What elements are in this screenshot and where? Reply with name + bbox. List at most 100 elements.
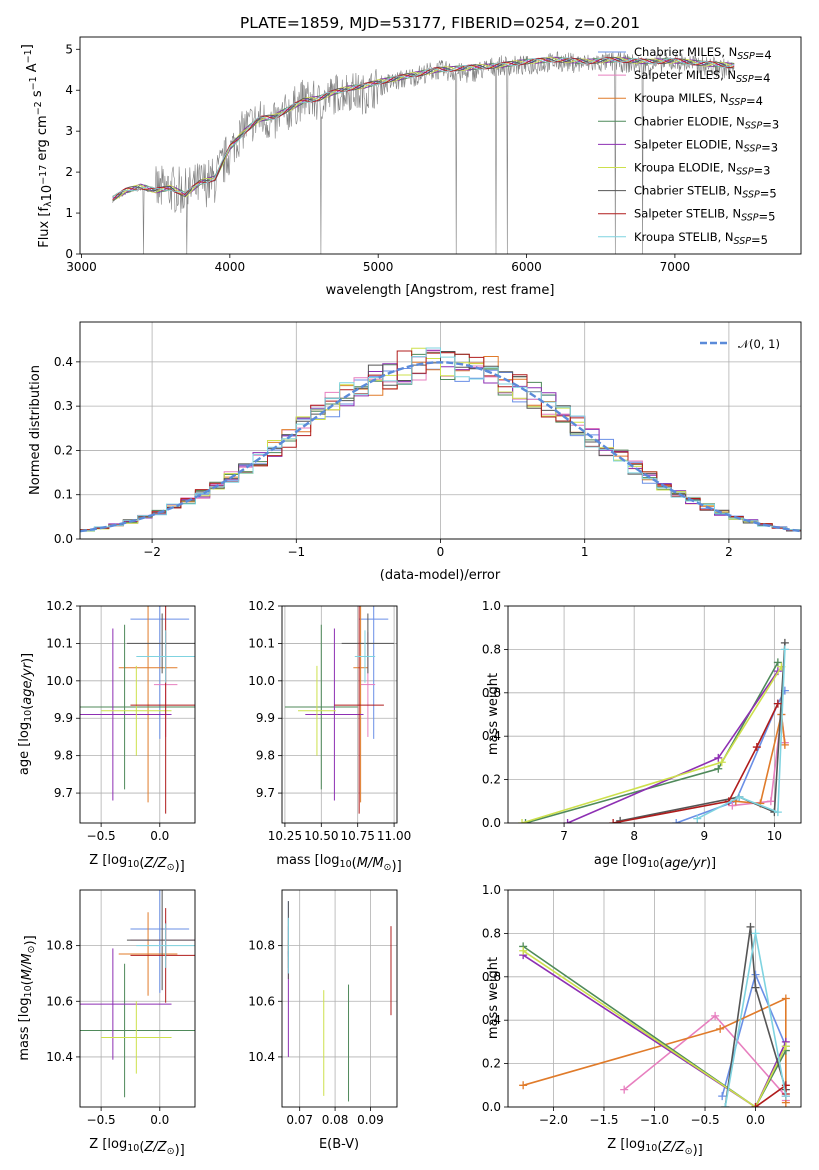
mass-weight-marker [746, 922, 755, 931]
label-part: mass [log [17, 997, 32, 1060]
x-tick-label: −1 [287, 545, 305, 559]
label-part: )] [20, 653, 35, 663]
label-part: SSP [734, 236, 752, 247]
y-tick-label: 0.6 [482, 686, 501, 700]
label-part: )] [23, 935, 38, 945]
y-tick-label: 0.0 [54, 532, 73, 546]
mass-weight-marker [766, 797, 775, 806]
x-tick-label: 0.0 [150, 829, 169, 843]
gaussian-curve [80, 361, 801, 533]
mass-weight-marker [714, 753, 723, 762]
label-part: ⊙ [167, 862, 175, 873]
x-tick-label: 0.0 [150, 1113, 169, 1127]
x-tick-label: 11.00 [377, 829, 411, 843]
mass-weight-marker [521, 819, 530, 823]
x-tick-label: −1.5 [589, 1113, 618, 1127]
y-tick-label: 0.0 [482, 816, 501, 830]
label-part: Salpeter MILES, N [634, 68, 736, 82]
y-tick-label: 1.0 [482, 599, 501, 613]
mass-weight-line [724, 926, 787, 1107]
y-tick-label: 9.9 [54, 711, 73, 725]
y-tick-label: 0.3 [54, 399, 73, 413]
label-part: ( [659, 856, 664, 871]
mass-weight-line [525, 662, 779, 823]
y-tick-label: 9.8 [54, 749, 73, 763]
label-part: =4 [755, 48, 772, 62]
mass-weight-marker [751, 929, 760, 938]
plot-area [80, 606, 195, 814]
y-tick-label: 0.6 [482, 970, 501, 984]
label-part: Kroupa MILES, N [634, 91, 729, 105]
y-tick-label: 0.8 [482, 926, 501, 940]
x-tick-label: 5000 [363, 260, 394, 274]
x-tick-label: 2 [725, 545, 733, 559]
x-axis-label: Z [log10(Z/Z⊙)] [89, 853, 184, 874]
label-part: Flux [f [37, 207, 52, 248]
y-tick-label: 10.6 [46, 994, 73, 1008]
y-axis-label: age [log10(age/yr)] [17, 653, 35, 775]
x-axis-label: E(B-V) [319, 1137, 359, 1152]
y-tick-label: 1.0 [482, 883, 501, 897]
label-part: −2 [33, 101, 44, 115]
mass-weight-marker [752, 743, 761, 752]
mass-weight-marker [728, 801, 737, 810]
label-part: 10 [23, 710, 34, 722]
label-part: )] [175, 1143, 185, 1158]
label-part: Salpeter STELIB, N [634, 207, 741, 221]
x-axis-label: Z [log10(Z/Z⊙)] [607, 1137, 702, 1158]
label-part: Z [log [89, 1137, 127, 1152]
y-tick-label: 0.4 [482, 729, 501, 743]
mass-weight-marker [714, 764, 723, 773]
label-part: Z/Z [661, 1140, 685, 1155]
label-part: SSP [741, 213, 759, 224]
y-axis-label: mass weight [486, 957, 501, 1039]
y-tick-label: 0 [65, 247, 73, 261]
label-part: −1 [23, 49, 34, 63]
label-part: ] [20, 44, 35, 49]
label-part: Z/Z [143, 856, 167, 871]
label-part: M/M [20, 953, 35, 980]
y-tick-label: 0.2 [54, 443, 73, 457]
chart-mass_vs_Z: −0.5 0.010.410.610.8Z [log10(Z/Z⊙)]mass [… [17, 889, 196, 1158]
y-tick-label: 0.2 [482, 1057, 501, 1071]
x-tick-label: 0.0 [746, 1113, 765, 1127]
plot-area [519, 922, 790, 1107]
mass-weight-marker [780, 645, 789, 654]
label-part: Chabrier STELIB, N [634, 184, 742, 198]
label-part: =3 [761, 140, 778, 154]
y-axis-label: mass [log10(M/M⊙)] [17, 935, 38, 1060]
axes-frame [79, 36, 802, 255]
chart-mass_weight_vs_Z: −2.0 −1.5 −1.0 −0.5 0.0 0.0 0.2 0.4 0.6 0.8 1.0 Z [… [482, 883, 802, 1158]
label-part: Chabrier ELODIE, N [634, 114, 745, 128]
y-tick-label: 10.0 [46, 674, 73, 688]
label-part: age/yr [20, 661, 35, 704]
label-part: ⊙ [685, 1146, 693, 1157]
label-part: −17 [38, 165, 49, 185]
legend-entry: 𝒩(0, 1) [738, 337, 780, 351]
axes-frame [79, 605, 196, 824]
label-part: ⊙ [26, 946, 37, 954]
x-tick-label: 4000 [215, 260, 246, 274]
y-tick-label: 1 [65, 206, 73, 220]
mass-weight-marker [519, 946, 528, 955]
label-part: Z [log [607, 1137, 645, 1152]
x-tick-label: −0.5 [690, 1113, 719, 1127]
mass-weight-line [522, 950, 787, 1107]
x-tick-label: 10 [767, 829, 782, 843]
label-part: =5 [760, 187, 777, 201]
label-part: 10 [127, 859, 139, 870]
axes-frame [281, 605, 398, 824]
residual-histogram [80, 347, 801, 532]
model-spectrum-line [112, 57, 735, 198]
mass-weight-marker [781, 994, 790, 1003]
label-part: age [log [594, 853, 647, 868]
label-part: )] [175, 859, 185, 874]
x-tick-label: −0.5 [87, 1113, 116, 1127]
legend-entry: Chabrier MILES, NSSP=4 [634, 45, 772, 62]
label-part: SSP [745, 120, 763, 131]
label-part: =3 [754, 164, 771, 178]
x-axis-label: (data-model)/error [380, 568, 501, 583]
mass-weight-line [522, 945, 787, 1107]
y-tick-label: 10.1 [248, 636, 275, 650]
